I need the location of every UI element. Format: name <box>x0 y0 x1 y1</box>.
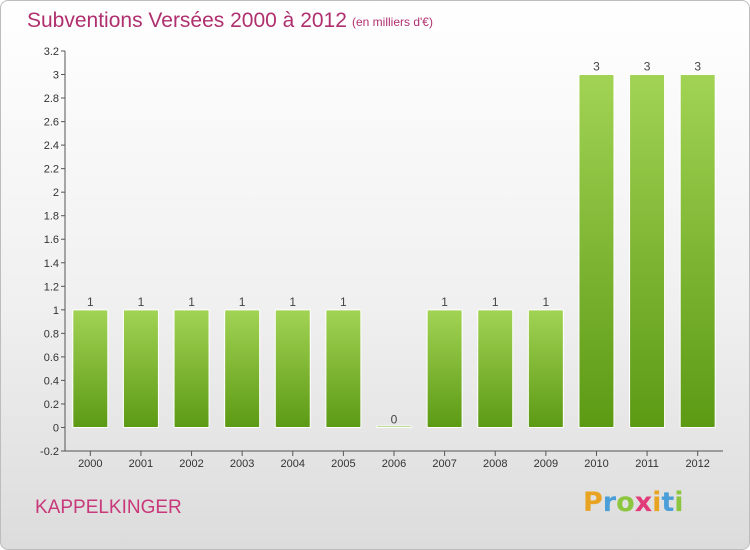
x-tick-label: 2007 <box>432 458 456 470</box>
value-label: 0 <box>391 412 398 426</box>
x-tick-label: 2005 <box>331 458 355 470</box>
bar <box>527 309 564 428</box>
bar <box>224 309 261 428</box>
logo-letter: i <box>674 487 684 518</box>
value-label: 3 <box>593 60 600 74</box>
value-label: 1 <box>188 295 195 309</box>
x-tick-label: 2002 <box>179 458 203 470</box>
x-tick-label: 2011 <box>635 458 659 470</box>
bar <box>122 309 159 428</box>
y-tick-label: 0.6 <box>44 352 59 364</box>
value-label: 1 <box>239 295 246 309</box>
y-tick-label: 2.6 <box>44 117 59 129</box>
x-tick-label: 2001 <box>129 458 153 470</box>
value-label: 1 <box>441 295 448 309</box>
chart-title: Subventions Versées 2000 à 2012 <box>27 9 347 32</box>
y-tick-label: 3.2 <box>44 46 59 58</box>
chart-subtitle: (en milliers d'€) <box>352 15 433 29</box>
proxiti-logo[interactable]: Proxiti <box>583 487 684 518</box>
x-tick-label: 2004 <box>281 458 305 470</box>
y-tick-label: 1.2 <box>44 281 59 293</box>
x-tick-label: 2009 <box>534 458 558 470</box>
y-tick-label: 1.4 <box>44 258 59 270</box>
bars <box>72 74 716 428</box>
y-tick-label: 1.6 <box>44 234 59 246</box>
y-tick-label: 2.2 <box>44 164 59 176</box>
logo-letter: x <box>634 487 653 518</box>
bar <box>274 309 311 428</box>
logo-letter: t <box>661 487 675 518</box>
value-label: 1 <box>289 295 296 309</box>
y-tick-label: 2.4 <box>44 140 59 152</box>
logo-letter: i <box>652 487 662 518</box>
y-tick-label: 1.8 <box>44 211 59 223</box>
logo-letter: P <box>583 487 603 518</box>
labels: -0.2 0 0.2 0.4 0.6 0.8 1 1.2 1.4 1.6 1.8 2 2.2 2.4 2.6… <box>40 46 710 470</box>
y-tick-label: 2 <box>53 187 59 199</box>
axes <box>61 50 723 456</box>
bar <box>72 309 109 428</box>
y-tick-label: 2.8 <box>44 93 59 105</box>
x-tick-label: 2000 <box>78 458 102 470</box>
logo-letter: r <box>602 487 617 518</box>
value-label: 3 <box>644 60 651 74</box>
x-tick-label: 2003 <box>230 458 254 470</box>
bar <box>477 309 514 428</box>
bar <box>173 309 210 428</box>
y-tick-label: 0.8 <box>44 328 59 340</box>
bar <box>325 309 362 428</box>
x-tick-label: 2012 <box>685 458 709 470</box>
y-tick-label: 1 <box>53 305 59 317</box>
y-tick-label: 3 <box>53 70 59 82</box>
x-tick-label: 2008 <box>483 458 507 470</box>
bar <box>629 74 666 428</box>
bar <box>578 74 615 428</box>
value-label: 1 <box>87 295 94 309</box>
x-tick-label: 2006 <box>382 458 406 470</box>
value-label: 1 <box>340 295 347 309</box>
x-tick-label: 2010 <box>584 458 608 470</box>
y-tick-label: -0.2 <box>40 446 59 458</box>
logo-letter: o <box>616 487 635 518</box>
y-tick-label: 0.2 <box>44 399 59 411</box>
value-label: 1 <box>138 295 145 309</box>
bar <box>426 309 463 428</box>
y-tick-label: 0.4 <box>44 375 59 387</box>
value-label: 1 <box>543 295 550 309</box>
value-label: 1 <box>492 295 499 309</box>
bar <box>679 74 716 428</box>
y-tick-label: 0 <box>53 422 59 434</box>
commune-name: KAPPELKINGER <box>35 497 182 518</box>
value-label: 3 <box>694 60 701 74</box>
bar <box>376 425 412 428</box>
